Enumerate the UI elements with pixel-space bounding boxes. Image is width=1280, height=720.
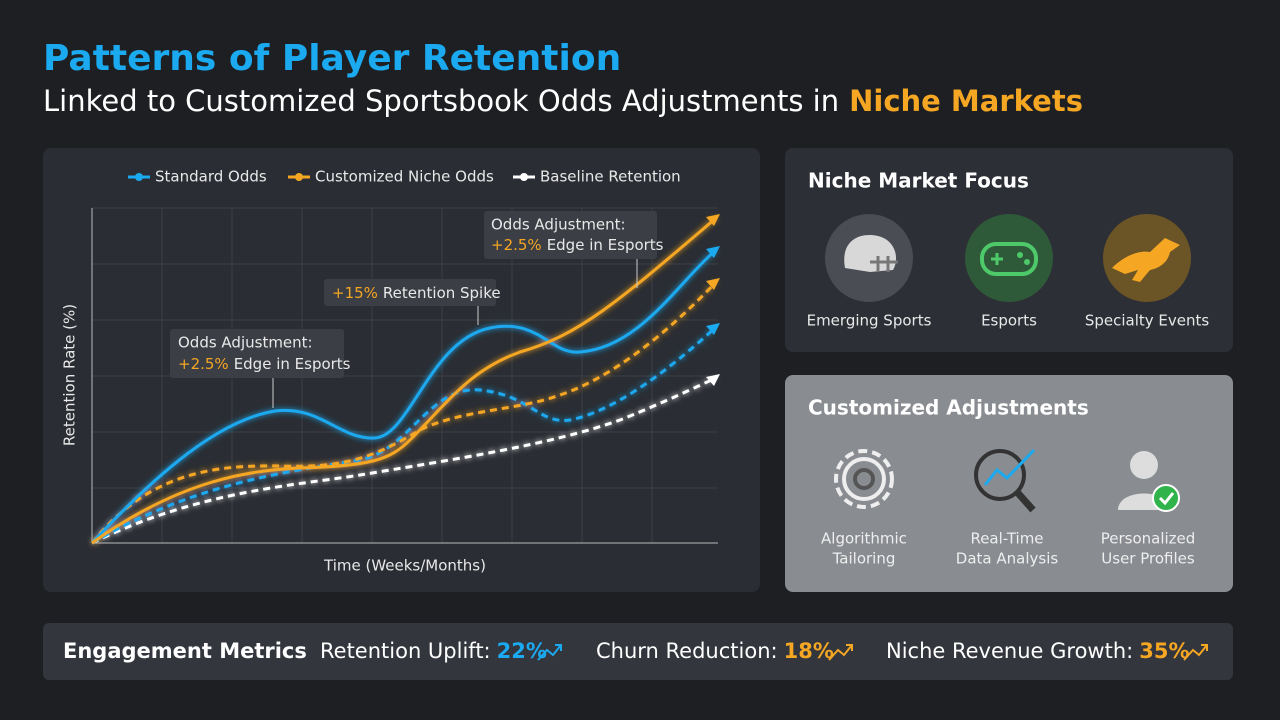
panel-title: Niche Market Focus — [808, 169, 1029, 193]
adjustment-label: Tailoring — [832, 550, 896, 568]
annotation-text: +2.5% Edge in Esports — [178, 355, 351, 373]
arrowheads — [706, 214, 720, 386]
subtitle-highlight: Niche Markets — [849, 84, 1083, 118]
metric: Retention Uplift: 22% — [320, 639, 547, 663]
adjustment-icons — [834, 448, 1180, 513]
legend-label: Customized Niche Odds — [315, 168, 494, 186]
metric-label: Churn Reduction: — [596, 639, 778, 663]
annotation-highlight: +15% — [332, 284, 378, 302]
adjustments-panel — [785, 375, 1233, 592]
x-axis-label: Time (Weeks/Months) — [323, 557, 486, 575]
adjustment-label: Algorithmic — [821, 530, 907, 548]
annotation-text: +2.5% Edge in Esports — [491, 236, 664, 254]
adjustment-label: User Profiles — [1101, 550, 1195, 568]
metrics-title: Engagement Metrics — [63, 639, 307, 663]
curves — [90, 216, 718, 545]
panel-title: Customized Adjustments — [808, 396, 1089, 420]
metric: Churn Reduction: 18% — [596, 639, 834, 663]
trend-icon — [537, 644, 562, 661]
trend-icon — [828, 644, 853, 661]
annotation-text: Odds Adjustment: — [178, 334, 313, 352]
subtitle-text: Linked to Customized Sportsbook Odds Adj… — [43, 84, 839, 118]
adjustment-labels: Algorithmic Tailoring Real-Time Data Ana… — [821, 530, 1195, 568]
focus-icons — [825, 214, 1191, 302]
focus-label: Emerging Sports — [807, 312, 932, 330]
metric-value: 35% — [1139, 639, 1189, 663]
metric-value: 18% — [784, 639, 834, 663]
legend-label: Standard Odds — [155, 168, 267, 186]
annotations: Odds Adjustment: +2.5% Edge in Esports +1… — [170, 211, 664, 408]
adjustment-label: Personalized — [1101, 530, 1196, 548]
focus-label: Specialty Events — [1085, 312, 1210, 330]
annotation-highlight: +2.5% — [491, 236, 542, 254]
trend-icon — [1183, 644, 1208, 661]
adjustment-label: Real-Time — [970, 530, 1043, 548]
annotation-rest: Edge in Esports — [234, 355, 351, 373]
metric-label: Retention Uplift: — [320, 639, 491, 663]
metric: Niche Revenue Growth: 35% — [886, 639, 1189, 663]
legend: Standard Odds Customized Niche Odds Base… — [128, 168, 681, 186]
legend-label: Baseline Retention — [540, 168, 681, 186]
focus-label: Esports — [981, 312, 1037, 330]
title: Patterns of Player Retention — [43, 38, 621, 79]
annotation-highlight: +2.5% — [178, 355, 229, 373]
annotation-rest: Edge in Esports — [547, 236, 664, 254]
metrics-bar — [43, 623, 1233, 680]
metric-label: Niche Revenue Growth: — [886, 639, 1133, 663]
annotation-text: Odds Adjustment: — [491, 216, 626, 234]
y-axis-label: Retention Rate (%) — [61, 304, 79, 446]
annotation-text: +15% Retention Spike — [332, 284, 501, 302]
subtitle: Linked to Customized Sportsbook Odds Adj… — [43, 84, 1083, 118]
annotation-rest: Retention Spike — [383, 284, 501, 302]
adjustment-label: Data Analysis — [956, 550, 1059, 568]
